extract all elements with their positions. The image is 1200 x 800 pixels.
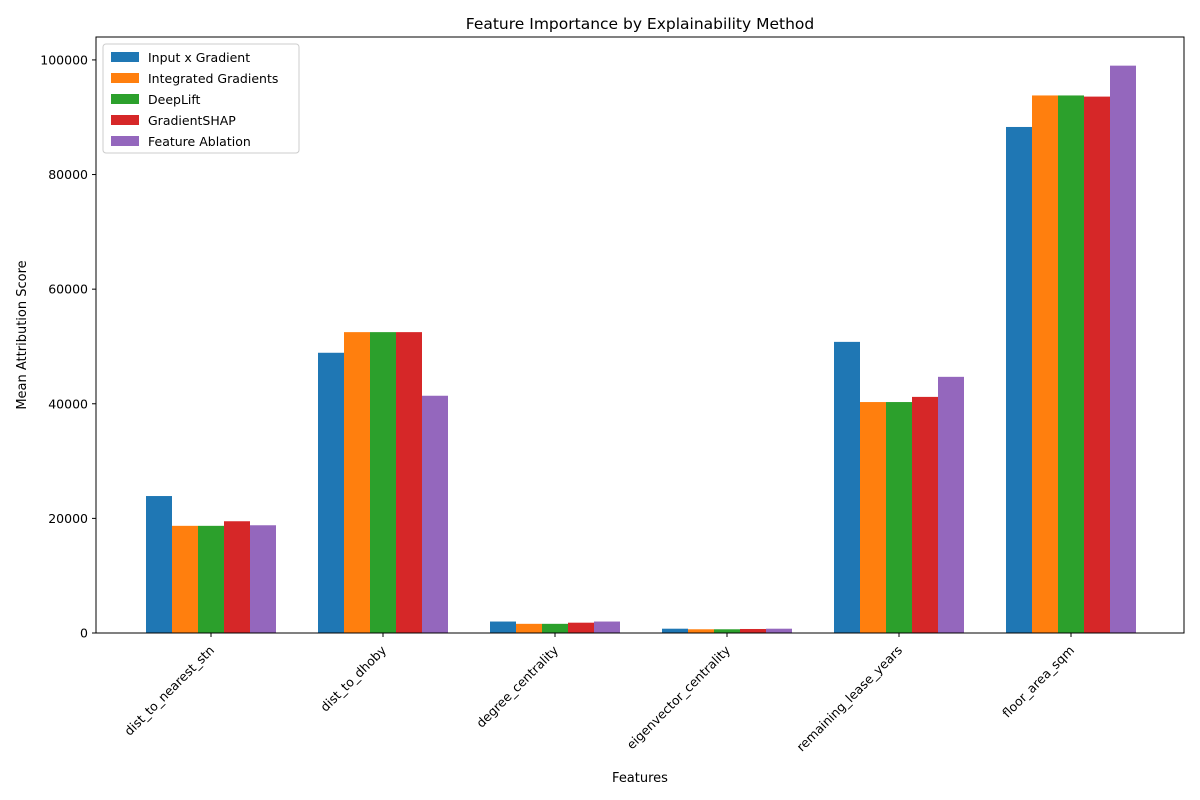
legend: Input x Gradient Integrated Gradients Deep… bbox=[102, 43, 300, 154]
y-tick-label: 100000 bbox=[40, 52, 88, 67]
bar bbox=[516, 623, 542, 633]
bar bbox=[662, 628, 688, 633]
bar bbox=[860, 402, 886, 633]
x-axis-label: Features bbox=[612, 771, 668, 786]
bar bbox=[714, 629, 740, 633]
bar bbox=[938, 376, 964, 633]
bar bbox=[568, 622, 594, 633]
bar bbox=[172, 525, 198, 633]
bar bbox=[886, 402, 912, 633]
bar bbox=[834, 341, 860, 633]
legend-swatch bbox=[111, 52, 139, 62]
x-tick-label: eigenvector_centrality bbox=[623, 642, 733, 752]
bar bbox=[250, 525, 276, 633]
y-tick-label: 80000 bbox=[48, 167, 88, 182]
legend-swatch bbox=[111, 136, 139, 146]
legend-swatch bbox=[111, 115, 139, 125]
series-1 bbox=[172, 95, 1058, 633]
legend-label: GradientSHAP bbox=[148, 113, 236, 128]
bar bbox=[1006, 126, 1032, 633]
bar bbox=[1110, 65, 1136, 633]
bar bbox=[198, 525, 224, 633]
x-tick-label: remaining_lease_years bbox=[793, 643, 905, 755]
series-4 bbox=[250, 65, 1136, 633]
bar bbox=[766, 628, 792, 633]
y-axis: 0 20000 40000 60000 80000 100000 bbox=[40, 52, 96, 641]
bar bbox=[1032, 95, 1058, 633]
legend-swatch bbox=[111, 94, 139, 104]
x-tick-label: floor_area_sqm bbox=[999, 643, 1077, 721]
legend-label: Feature Ablation bbox=[148, 134, 251, 149]
series-2 bbox=[198, 95, 1084, 633]
chart-title: Feature Importance by Explainability Met… bbox=[466, 15, 815, 33]
y-axis-label: Mean Attribution Score bbox=[15, 260, 30, 409]
legend-label: Integrated Gradients bbox=[148, 71, 278, 86]
bar bbox=[688, 629, 714, 633]
series-3 bbox=[224, 96, 1110, 634]
bar bbox=[422, 395, 448, 633]
bar bbox=[318, 352, 344, 633]
bar bbox=[912, 396, 938, 633]
legend-label: DeepLift bbox=[148, 92, 201, 107]
bar bbox=[396, 332, 422, 633]
bar bbox=[1084, 96, 1110, 634]
y-tick-label: 0 bbox=[80, 626, 88, 641]
bar bbox=[542, 623, 568, 633]
legend-swatch bbox=[111, 73, 139, 83]
bar bbox=[490, 621, 516, 633]
x-tick-label: degree_centrality bbox=[473, 642, 561, 730]
plot-frame bbox=[95, 36, 1185, 634]
bar bbox=[594, 621, 620, 633]
legend-box bbox=[102, 43, 300, 154]
bar bbox=[740, 628, 766, 633]
y-tick-label: 60000 bbox=[48, 282, 88, 297]
x-tick-label: dist_to_nearest_stn bbox=[121, 643, 217, 739]
y-tick-label: 40000 bbox=[48, 396, 88, 411]
bar bbox=[146, 496, 172, 633]
bar bbox=[344, 332, 370, 633]
bar bbox=[370, 332, 396, 633]
legend-label: Input x Gradient bbox=[148, 50, 250, 65]
x-tick-label: dist_to_dhoby bbox=[317, 642, 389, 714]
bar bbox=[1058, 95, 1084, 633]
bar bbox=[224, 521, 250, 633]
series-0 bbox=[146, 126, 1032, 633]
y-tick-label: 20000 bbox=[48, 511, 88, 526]
bars-layer bbox=[146, 65, 1136, 634]
x-axis: dist_to_nearest_stn dist_to_dhoby degree_c… bbox=[121, 633, 1077, 754]
